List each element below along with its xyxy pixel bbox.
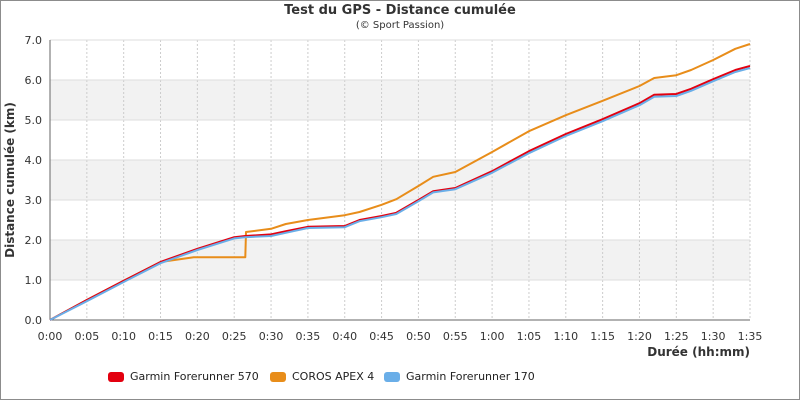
y-tick-label: 7.0 — [25, 34, 43, 47]
y-tick-label: 2.0 — [25, 234, 43, 247]
legend-swatch — [384, 371, 400, 382]
x-tick-label: 1:05 — [517, 330, 542, 343]
x-tick-label: 0:00 — [38, 330, 63, 343]
y-tick-label: 1.0 — [25, 274, 43, 287]
x-tick-label: 0:10 — [111, 330, 136, 343]
y-tick-label: 0.0 — [25, 314, 43, 327]
legend-item: Garmin Forerunner 570 — [108, 370, 259, 383]
x-tick-label: 0:05 — [74, 330, 99, 343]
x-tick-label: 0:35 — [296, 330, 321, 343]
y-tick-label: 4.0 — [25, 154, 43, 167]
x-tick-label: 0:15 — [148, 330, 173, 343]
x-tick-label: 1:30 — [701, 330, 726, 343]
y-tick-label: 6.0 — [25, 74, 43, 87]
series-line-1 — [49, 43, 751, 321]
x-tick-label: 1:00 — [480, 330, 505, 343]
x-tick-label: 0:25 — [222, 330, 247, 343]
legend-label: COROS APEX 4 — [292, 370, 375, 383]
grid-band — [50, 200, 750, 240]
legend-item: Garmin Forerunner 170 — [384, 370, 535, 383]
grid-band — [50, 280, 750, 320]
x-tick-label: 0:45 — [369, 330, 394, 343]
chart-title: Test du GPS - Distance cumulée — [284, 3, 516, 18]
legend-label: Garmin Forerunner 570 — [130, 370, 259, 383]
x-tick-label: 0:40 — [332, 330, 357, 343]
x-tick-label: 0:50 — [406, 330, 431, 343]
legend-item: COROS APEX 4 — [270, 370, 374, 383]
x-tick-label: 0:30 — [259, 330, 284, 343]
x-tick-label: 0:55 — [443, 330, 468, 343]
grid-band — [50, 80, 750, 120]
x-tick-label: 1:35 — [738, 330, 763, 343]
legend-swatch — [108, 371, 124, 382]
x-axis-title: Durée (hh:mm) — [647, 345, 750, 359]
x-tick-label: 1:15 — [590, 330, 615, 343]
grid-band — [50, 240, 750, 280]
legend-swatch — [270, 371, 286, 382]
grid-band — [50, 120, 750, 160]
x-tick-label: 1:25 — [664, 330, 689, 343]
x-tick-label: 1:10 — [553, 330, 578, 343]
y-axis-title: Distance cumulée (km) — [3, 102, 17, 258]
y-tick-label: 5.0 — [25, 114, 43, 127]
x-tick-label: 1:20 — [627, 330, 652, 343]
series-line-2 — [49, 67, 751, 321]
x-tick-label: 0:20 — [185, 330, 210, 343]
grid-band — [50, 160, 750, 200]
series-line-0 — [49, 65, 751, 321]
y-tick-label: 3.0 — [25, 194, 43, 207]
legend-label: Garmin Forerunner 170 — [406, 370, 535, 383]
grid-band — [50, 40, 750, 80]
chart-subtitle: (© Sport Passion) — [355, 20, 445, 31]
